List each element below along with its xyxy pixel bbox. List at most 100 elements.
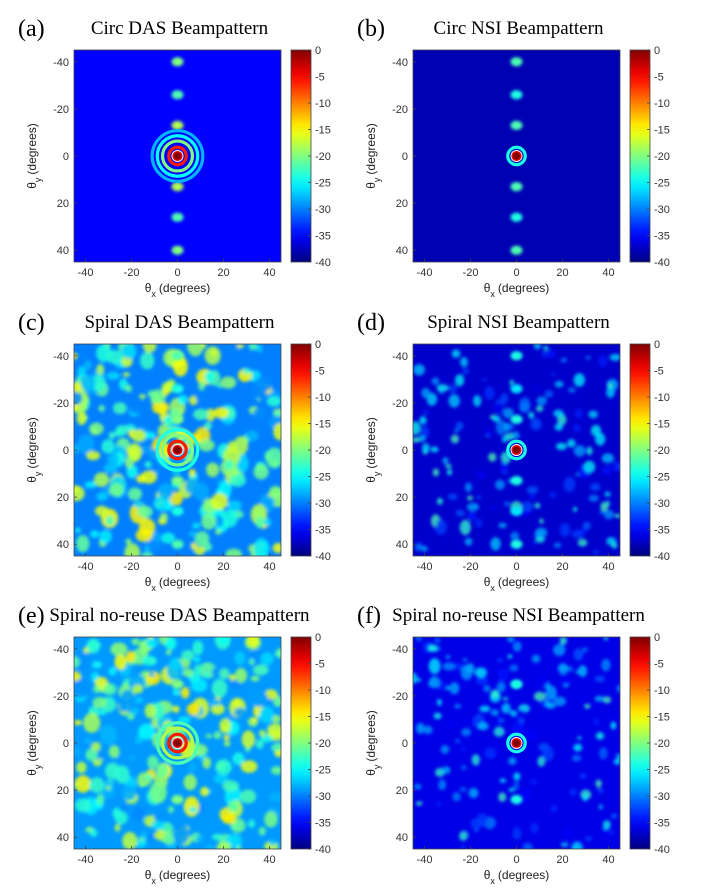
panel-b: (b) Circ NSI Beampattern -40 -20 0 20 40 -40 -20…: [357, 16, 670, 299]
panel-title: Circ DAS Beampattern: [91, 18, 269, 39]
y-tick-label: 20: [57, 198, 69, 210]
x-tick-label: 0: [513, 267, 519, 279]
y-tick-label: -20: [392, 104, 408, 116]
colorbar-tick-label: -5: [654, 659, 664, 671]
sidelobe-clutter: [413, 637, 620, 849]
colorbar-tick-label: -15: [654, 125, 670, 137]
x-tick-label: 20: [556, 561, 568, 573]
y-tick-label: -40: [53, 57, 69, 69]
panel-letter: (c): [18, 310, 45, 336]
x-tick-label: 40: [602, 267, 614, 279]
mainlobe: [174, 446, 181, 454]
y-tick-label: -20: [53, 104, 69, 116]
y-tick-label: 0: [63, 738, 69, 750]
colorbar-tick-label: -30: [654, 498, 670, 510]
panel-letter: (b): [357, 16, 385, 42]
colorbar-tick-label: -35: [654, 818, 670, 830]
y-tick-label: -20: [392, 691, 408, 703]
colorbar-tick-label: -10: [654, 685, 670, 697]
colorbar-tick-label: -20: [315, 738, 331, 750]
colorbar-tick-label: -25: [654, 472, 670, 484]
grating-lobe: [171, 120, 184, 130]
colorbar-tick-label: -40: [654, 844, 670, 856]
grating-lobe: [510, 539, 523, 549]
sidelobe-ring: [167, 145, 188, 167]
y-tick-label: 20: [57, 785, 69, 797]
colorbar-tick-label: 0: [315, 45, 321, 57]
panel-title: Spiral DAS Beampattern: [85, 312, 275, 333]
sidelobe-ring: [150, 129, 205, 183]
y-axis-label: θy(degrees): [25, 123, 43, 189]
mainlobe: [513, 446, 520, 454]
heatmap: [413, 50, 620, 262]
colorbar-tick-label: -25: [315, 178, 331, 190]
y-tick-label: -40: [392, 57, 408, 69]
x-tick-label: 20: [556, 854, 568, 866]
sidelobe-ring: [160, 433, 195, 467]
x-tick-label: 0: [513, 561, 519, 573]
colorbar-tick-label: -10: [315, 98, 331, 110]
x-tick-label: 40: [263, 854, 275, 866]
colorbar-tick-label: -25: [315, 765, 331, 777]
colorbar-tick-label: -30: [315, 498, 331, 510]
x-axis-label: θx (degrees): [145, 281, 211, 299]
panel-title: Spiral NSI Beampattern: [427, 312, 610, 333]
colorbar-tick-label: -15: [654, 419, 670, 431]
grating-lobe: [171, 414, 184, 424]
colorbar-tick-label: -20: [315, 445, 331, 457]
panel-d: (d) Spiral NSI Beampattern -40 -20 0 20 40 -40 -…: [357, 310, 670, 593]
sidelobe-ring: [160, 139, 195, 173]
y-tick-label: -40: [392, 644, 408, 656]
x-tick-label: 40: [602, 561, 614, 573]
panel-title: Circ NSI Beampattern: [434, 18, 604, 39]
y-axis-label: θy(degrees): [364, 123, 382, 189]
y-tick-label: -20: [53, 398, 69, 410]
x-tick-label: -40: [78, 854, 94, 866]
x-tick-label: -20: [463, 561, 479, 573]
grating-lobe: [171, 245, 184, 255]
x-tick-label: 20: [217, 561, 229, 573]
grating-lobe: [510, 476, 523, 486]
panel-letter: (f): [357, 603, 381, 629]
x-tick-label: 20: [556, 267, 568, 279]
grating-lobe: [510, 794, 523, 805]
colorbar-tick-label: 0: [315, 632, 321, 644]
colorbar-tick-label: -5: [654, 72, 664, 84]
grating-lobe: [171, 679, 184, 689]
panel-c: (c) Spiral DAS Beampattern -40 -20 0 20 40 -40 -…: [18, 310, 331, 593]
colorbar-tick-label: -10: [654, 98, 670, 110]
heatmap: [413, 344, 620, 556]
x-tick-label: 0: [174, 561, 180, 573]
x-axis-label: θx (degrees): [484, 575, 550, 593]
y-axis-label: θy(degrees): [25, 417, 43, 483]
y-tick-label: -20: [392, 398, 408, 410]
colorbar-tick-label: -10: [315, 392, 331, 404]
colorbar-tick-label: -15: [315, 125, 331, 137]
grating-lobe: [171, 539, 184, 549]
colorbar-tick-label: -35: [315, 818, 331, 830]
colorbar-tick-label: 0: [315, 339, 321, 351]
sidelobe-ring: [167, 439, 188, 461]
heatmap: [74, 637, 281, 849]
panels: (a) Circ DAS Beampattern -40 -20 0 20 40 -40 -20…: [18, 16, 670, 886]
colorbar-tick-label: 0: [654, 45, 660, 57]
sidelobe-ring: [155, 134, 200, 178]
y-tick-label: 40: [396, 539, 408, 551]
colorbar-tick-label: -40: [315, 551, 331, 563]
colorbar-tick-label: -40: [654, 551, 670, 563]
heatmap: [413, 637, 620, 849]
grating-lobe: [171, 182, 184, 192]
grating-lobe: [171, 57, 184, 67]
colorbar-tick-label: -30: [654, 791, 670, 803]
x-tick-label: 40: [602, 854, 614, 866]
panel-f: (f) Spiral no-reuse NSI Beampattern -40 -20…: [357, 603, 670, 886]
y-tick-label: 20: [396, 492, 408, 504]
sidelobe-ring: [160, 726, 195, 760]
grating-lobe: [510, 90, 523, 100]
x-tick-label: -20: [124, 267, 140, 279]
colorbar-tick-label: -40: [315, 257, 331, 269]
y-tick-label: -40: [53, 644, 69, 656]
colorbar-tick-label: -10: [654, 392, 670, 404]
grating-lobe: [510, 212, 523, 222]
x-tick-label: -40: [78, 561, 94, 573]
